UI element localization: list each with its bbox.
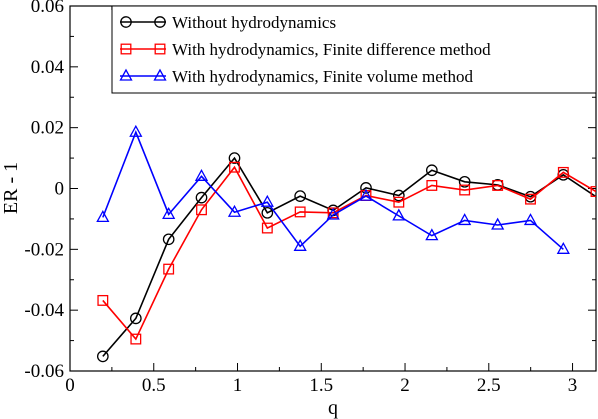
x-tick-label: 2 [400,375,410,396]
series-2 [97,161,596,345]
data-point [459,184,471,196]
legend-marker-start [120,43,132,55]
data-point [523,213,538,226]
y-tick-label: 0 [55,179,65,200]
data-point [359,188,373,201]
data-point [556,241,570,254]
legend-entry: Without hydrodynamics [120,13,336,32]
legend-marker-end [153,68,167,81]
data-point [492,180,504,191]
data-point [97,294,109,306]
data-point [162,207,176,220]
data-point [261,222,273,234]
data-point [590,186,596,197]
data-point [360,182,372,194]
data-point [162,233,175,246]
x-tick-label: 1 [233,375,243,396]
y-tick-label: -0.06 [24,361,64,382]
data-point [294,190,307,202]
data-point [163,263,175,275]
data-point [196,204,207,216]
data-point [229,161,240,173]
data-point [392,208,406,221]
data-point [260,194,274,207]
x-tick-label: 3 [568,375,578,396]
data-point [425,164,438,177]
data-point [294,206,306,218]
legend-marker-start [119,68,133,81]
y-tick-label: 0.04 [31,57,65,78]
data-point [261,206,274,219]
series-1 [96,152,596,363]
x-tick-label: 0 [65,375,75,396]
y-tick-label: -0.02 [24,239,64,260]
legend-entry: With hydrodynamics, Finite volume method [119,67,474,86]
series-line [102,165,596,341]
data-point [392,189,405,202]
y-axis-title: ER - 1 [0,162,22,214]
data-point [129,312,142,325]
series-line [102,156,596,357]
legend-marker-end [154,16,166,28]
data-point [491,217,505,230]
data-point [129,124,143,137]
data-point [458,175,471,188]
data-point [130,333,142,345]
data-point [426,180,438,191]
data-point [525,193,536,205]
data-point [425,228,439,241]
legend-label: With hydrodynamics, Finite difference me… [172,40,491,59]
data-point [96,210,110,223]
x-tick-label: 2.5 [477,375,501,396]
data-point [228,152,241,164]
data-point [195,191,208,204]
legend-entry: With hydrodynamics, Finite difference me… [120,40,491,59]
data-point [326,207,340,220]
legend: Without hydrodynamics With hydrodynamics,… [111,5,597,94]
legend-marker-end [154,43,166,55]
legend-marker-start [120,16,132,28]
x-axis-title: q [328,397,338,419]
series-3 [96,124,570,254]
series-layer [96,124,596,363]
data-point [458,213,472,226]
x-tick-label: 0.5 [142,375,166,396]
legend-label: Without hydrodynamics [172,13,336,32]
y-tick-label: -0.04 [24,300,64,321]
data-point [96,350,109,363]
series-line [102,130,564,250]
data-point [227,204,242,217]
data-point [557,166,569,178]
legend-box [111,5,597,94]
data-point [393,196,405,208]
data-point [293,238,307,251]
legend-label: With hydrodynamics, Finite volume method [172,67,474,86]
y-tick-label: 0.06 [31,0,64,17]
x-tick-label: 1.5 [309,375,333,396]
data-point [194,168,209,181]
y-tick-label: 0.02 [31,118,64,139]
